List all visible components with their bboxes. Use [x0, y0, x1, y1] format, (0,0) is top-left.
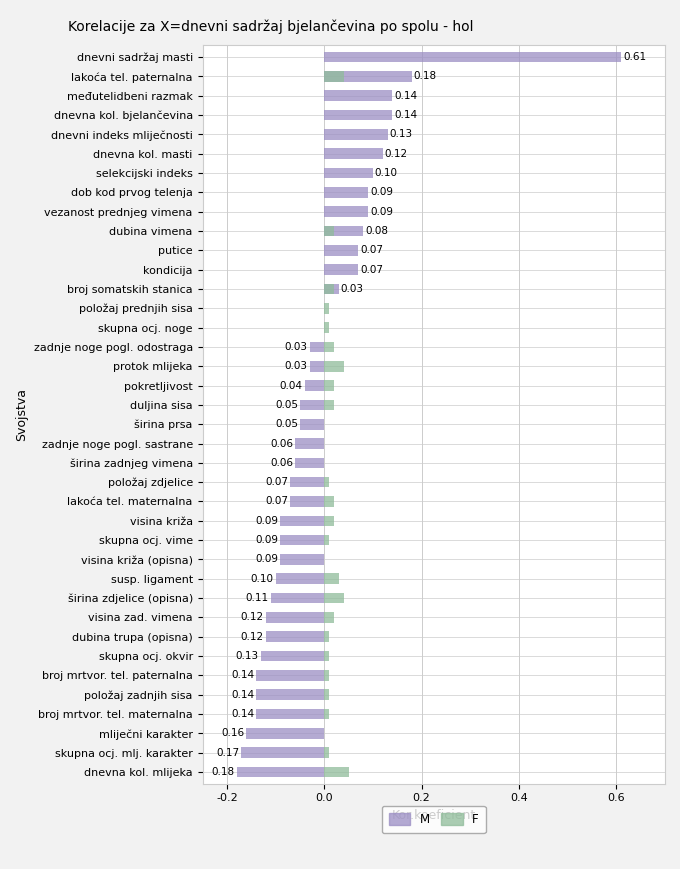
Text: 0.09: 0.09	[370, 207, 393, 216]
Text: 0.13: 0.13	[236, 651, 259, 661]
Bar	[324, 303, 329, 314]
Bar	[309, 342, 324, 352]
Text: Korelacije za X=dnevni sadržaj bjelančevina po spolu - hol: Korelacije za X=dnevni sadržaj bjelančev…	[68, 19, 473, 34]
Text: 0.18: 0.18	[414, 71, 437, 82]
Y-axis label: Svojstva: Svojstva	[15, 388, 28, 441]
Bar	[324, 632, 329, 642]
Bar	[241, 747, 324, 758]
Bar	[256, 670, 324, 680]
Bar	[324, 400, 334, 410]
Text: 0.61: 0.61	[623, 52, 646, 62]
Text: 0.05: 0.05	[275, 419, 298, 429]
Bar	[280, 515, 324, 526]
Bar	[280, 534, 324, 546]
Bar	[324, 149, 383, 159]
Text: 0.10: 0.10	[375, 168, 398, 178]
Bar	[324, 670, 329, 680]
Bar	[324, 612, 334, 623]
Text: 0.12: 0.12	[241, 613, 264, 622]
Bar	[275, 574, 324, 584]
Bar	[290, 496, 324, 507]
Bar	[324, 129, 388, 140]
Bar	[261, 651, 324, 661]
Bar	[324, 361, 343, 372]
Bar	[237, 766, 324, 778]
Bar	[309, 361, 324, 372]
Text: 0.03: 0.03	[341, 284, 364, 294]
Bar	[324, 226, 334, 236]
Text: 0.07: 0.07	[360, 264, 384, 275]
Bar	[300, 419, 324, 429]
Bar	[266, 632, 324, 642]
Bar	[324, 71, 412, 82]
Text: 0.11: 0.11	[245, 594, 269, 603]
Text: 0.05: 0.05	[275, 400, 298, 410]
Bar	[324, 264, 358, 275]
Text: 0.03: 0.03	[285, 362, 307, 371]
Legend: M, F: M, F	[381, 806, 486, 833]
Bar	[324, 593, 343, 603]
Bar	[256, 709, 324, 720]
Bar	[324, 689, 329, 700]
Bar	[266, 612, 324, 623]
Bar	[324, 51, 622, 63]
Bar	[324, 651, 329, 661]
Text: 0.09: 0.09	[256, 516, 279, 526]
Bar	[324, 766, 349, 778]
Text: 0.16: 0.16	[221, 728, 244, 739]
Bar	[324, 226, 363, 236]
Bar	[324, 283, 334, 295]
Text: 0.07: 0.07	[265, 477, 288, 488]
Bar	[324, 381, 334, 391]
Bar	[280, 554, 324, 565]
Text: 0.07: 0.07	[265, 496, 288, 507]
Bar	[295, 438, 324, 448]
Bar	[271, 593, 324, 603]
Bar	[324, 168, 373, 178]
Bar	[324, 109, 392, 120]
Bar	[324, 747, 329, 758]
Text: 0.09: 0.09	[370, 188, 393, 197]
Bar	[295, 458, 324, 468]
Bar	[300, 400, 324, 410]
Bar	[324, 496, 334, 507]
Text: 0.03: 0.03	[285, 342, 307, 352]
Text: 0.14: 0.14	[231, 709, 254, 719]
Bar	[256, 689, 324, 700]
Text: 0.12: 0.12	[241, 632, 264, 642]
Bar	[246, 728, 324, 739]
Bar	[324, 515, 334, 526]
Bar	[324, 71, 343, 82]
Text: 0.14: 0.14	[394, 110, 418, 120]
Bar	[324, 534, 329, 546]
Text: 0.07: 0.07	[360, 245, 384, 255]
Bar	[324, 187, 368, 197]
Text: 0.09: 0.09	[256, 535, 279, 545]
Bar	[324, 709, 329, 720]
Bar	[324, 477, 329, 488]
Bar	[324, 90, 392, 101]
Text: 0.14: 0.14	[394, 90, 418, 101]
Text: 0.17: 0.17	[216, 747, 239, 758]
Bar	[324, 574, 339, 584]
Text: 0.10: 0.10	[251, 574, 273, 584]
Bar	[324, 342, 334, 352]
Text: 0.06: 0.06	[270, 439, 293, 448]
Bar	[324, 245, 358, 255]
Text: 0.14: 0.14	[231, 670, 254, 680]
Text: 0.12: 0.12	[385, 149, 408, 159]
Bar	[324, 283, 339, 295]
Text: 0.13: 0.13	[390, 129, 413, 139]
Text: 0.08: 0.08	[365, 226, 388, 236]
Text: 0.04: 0.04	[279, 381, 303, 390]
X-axis label: Kor.koeficient: Kor.koeficient	[392, 809, 476, 822]
Text: 0.18: 0.18	[211, 767, 235, 777]
Bar	[324, 322, 329, 333]
Text: 0.14: 0.14	[231, 690, 254, 700]
Bar	[324, 206, 368, 217]
Bar	[290, 477, 324, 488]
Bar	[305, 381, 324, 391]
Text: 0.09: 0.09	[256, 554, 279, 565]
Text: 0.06: 0.06	[270, 458, 293, 468]
